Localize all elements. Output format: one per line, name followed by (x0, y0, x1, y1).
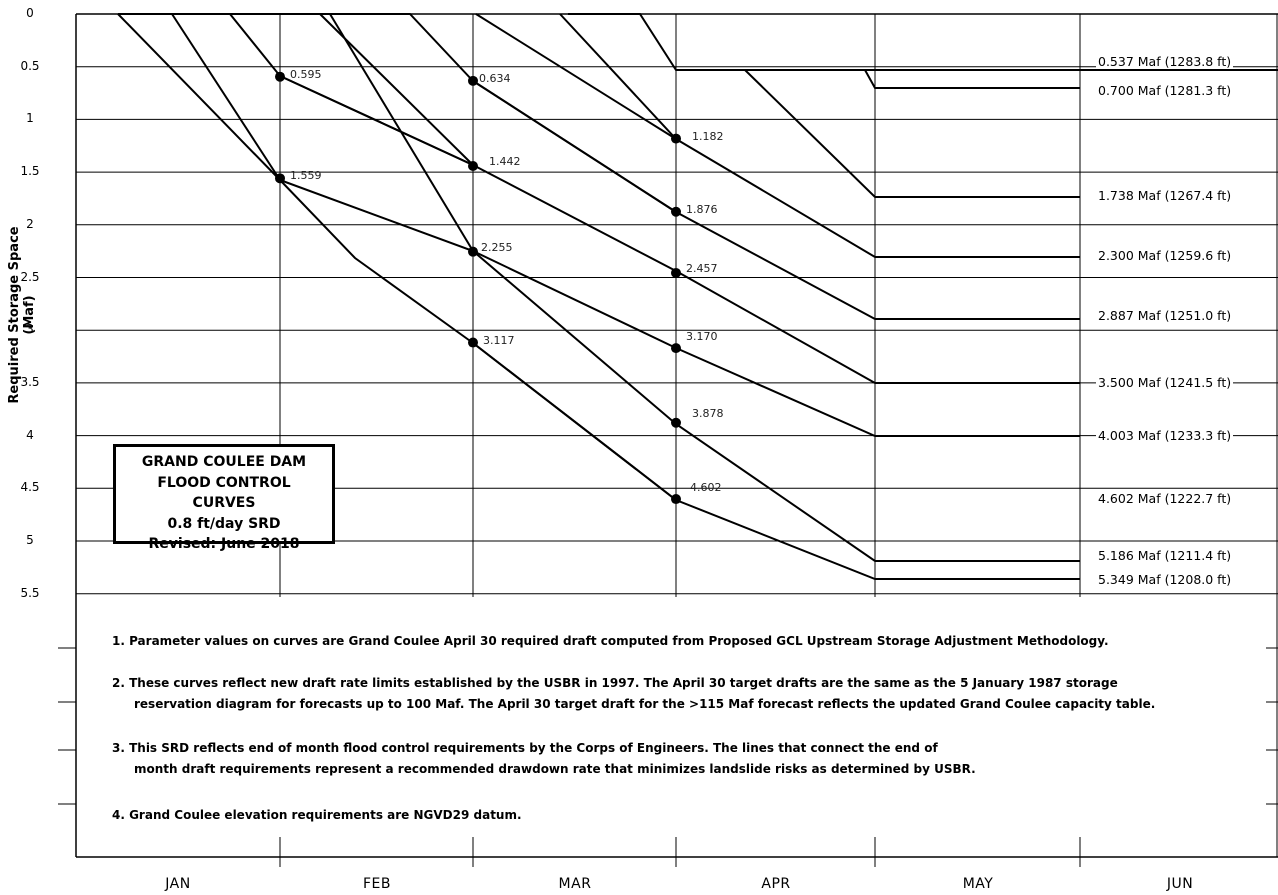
data-point (468, 337, 478, 348)
data-point (468, 160, 478, 171)
point-label: 0.634 (479, 71, 511, 85)
month-label: JUN (1166, 876, 1194, 892)
curve-line (472, 342, 677, 501)
y-tick-label: 3 (26, 322, 34, 337)
point-label: 1.442 (489, 154, 521, 168)
point-label: 2.255 (481, 240, 513, 254)
curve-line (559, 13, 677, 140)
note-2: 2. These curves reflect new draft rate l… (112, 676, 1118, 690)
curve-line (229, 13, 1080, 384)
point-label: 1.182 (692, 129, 724, 143)
curve-end-label: 4.602 Maf (1222.7 ft) (1096, 491, 1234, 506)
note-3-cont: month draft requirements represent a rec… (134, 762, 976, 776)
month-label: JAN (165, 876, 191, 892)
curve-end-label: 3.500 Maf (1241.5 ft) (1096, 375, 1234, 390)
curve-end-label: 4.003 Maf (1233.3 ft) (1096, 428, 1234, 443)
curve-end-label: 2.300 Maf (1259.6 ft) (1096, 248, 1234, 263)
data-point (468, 75, 478, 86)
note-4: 4. Grand Coulee elevation requirements a… (112, 808, 522, 822)
y-tick-label: 5 (26, 533, 34, 547)
curve-line (472, 80, 677, 213)
y-tick-label: 1 (26, 111, 34, 126)
month-label: APR (761, 876, 791, 892)
note-1: 1. Parameter values on curves are Grand … (112, 634, 1109, 648)
data-point (671, 417, 681, 428)
curve-line (279, 179, 1080, 562)
data-point (468, 246, 478, 257)
y-tick-label: 2.5 (20, 269, 40, 284)
y-tick-label: 4 (26, 427, 34, 442)
point-label: 1.559 (290, 169, 322, 183)
data-point (275, 173, 285, 184)
curve-end-label: 5.186 Maf (1211.4 ft) (1096, 548, 1234, 563)
chart-title: GRAND COULEE DAM FLOOD CONTROL CURVES (141, 454, 307, 511)
data-point (671, 267, 681, 278)
curve-end-label: 0.700 Maf (1281.3 ft) (1096, 83, 1234, 98)
point-label: 3.117 (483, 333, 515, 347)
data-point (275, 71, 285, 82)
month-label: MAR (558, 876, 592, 892)
data-point (671, 494, 681, 505)
curve-line (472, 250, 1080, 437)
y-tick-label: 0 (26, 6, 34, 20)
curve-end-label: 0.537 Maf (1283.8 ft) (1096, 54, 1234, 69)
curve-line (171, 13, 281, 181)
note-2-cont: reservation diagram for forecasts up to … (134, 697, 1156, 711)
y-tick-label: 4.5 (20, 480, 40, 495)
month-label: FEB (362, 876, 391, 892)
y-tick-label: 5.5 (20, 585, 40, 600)
point-label: 4.602 (690, 481, 722, 495)
point-label: 0.595 (290, 67, 322, 81)
point-label: 2.457 (686, 261, 718, 275)
curve-end-label: 5.349 Maf (1208.0 ft) (1096, 572, 1234, 587)
curve-end-label: 2.887 Maf (1251.0 ft) (1096, 308, 1234, 323)
point-label: 3.878 (692, 406, 724, 420)
curve-line (279, 75, 474, 166)
y-tick-label: 3.5 (20, 374, 40, 389)
curve-line (568, 13, 1278, 71)
chart-subtitle: 0.8 ft/day SRD (167, 515, 281, 532)
curve-end-label: 1.738 Maf (1267.4 ft) (1096, 188, 1234, 203)
data-point (671, 133, 681, 144)
revised-date: Revised: June 2018 (148, 536, 300, 552)
point-label: 3.170 (686, 330, 718, 344)
month-label: MAY (962, 876, 994, 892)
y-tick-label: 0.5 (20, 58, 40, 73)
note-3: 3. This SRD reflects end of month flood … (112, 741, 938, 755)
data-point (671, 343, 681, 354)
point-label: 1.876 (686, 202, 718, 216)
curve-line (676, 69, 1080, 198)
y-tick-label: 1.5 (20, 164, 40, 179)
data-point (671, 206, 681, 217)
curve-line (745, 69, 1080, 89)
curve-line (475, 13, 1080, 258)
y-tick-label: 2 (26, 216, 34, 231)
chart-title-box: GRAND COULEE DAM FLOOD CONTROL CURVES 0.… (113, 444, 335, 552)
